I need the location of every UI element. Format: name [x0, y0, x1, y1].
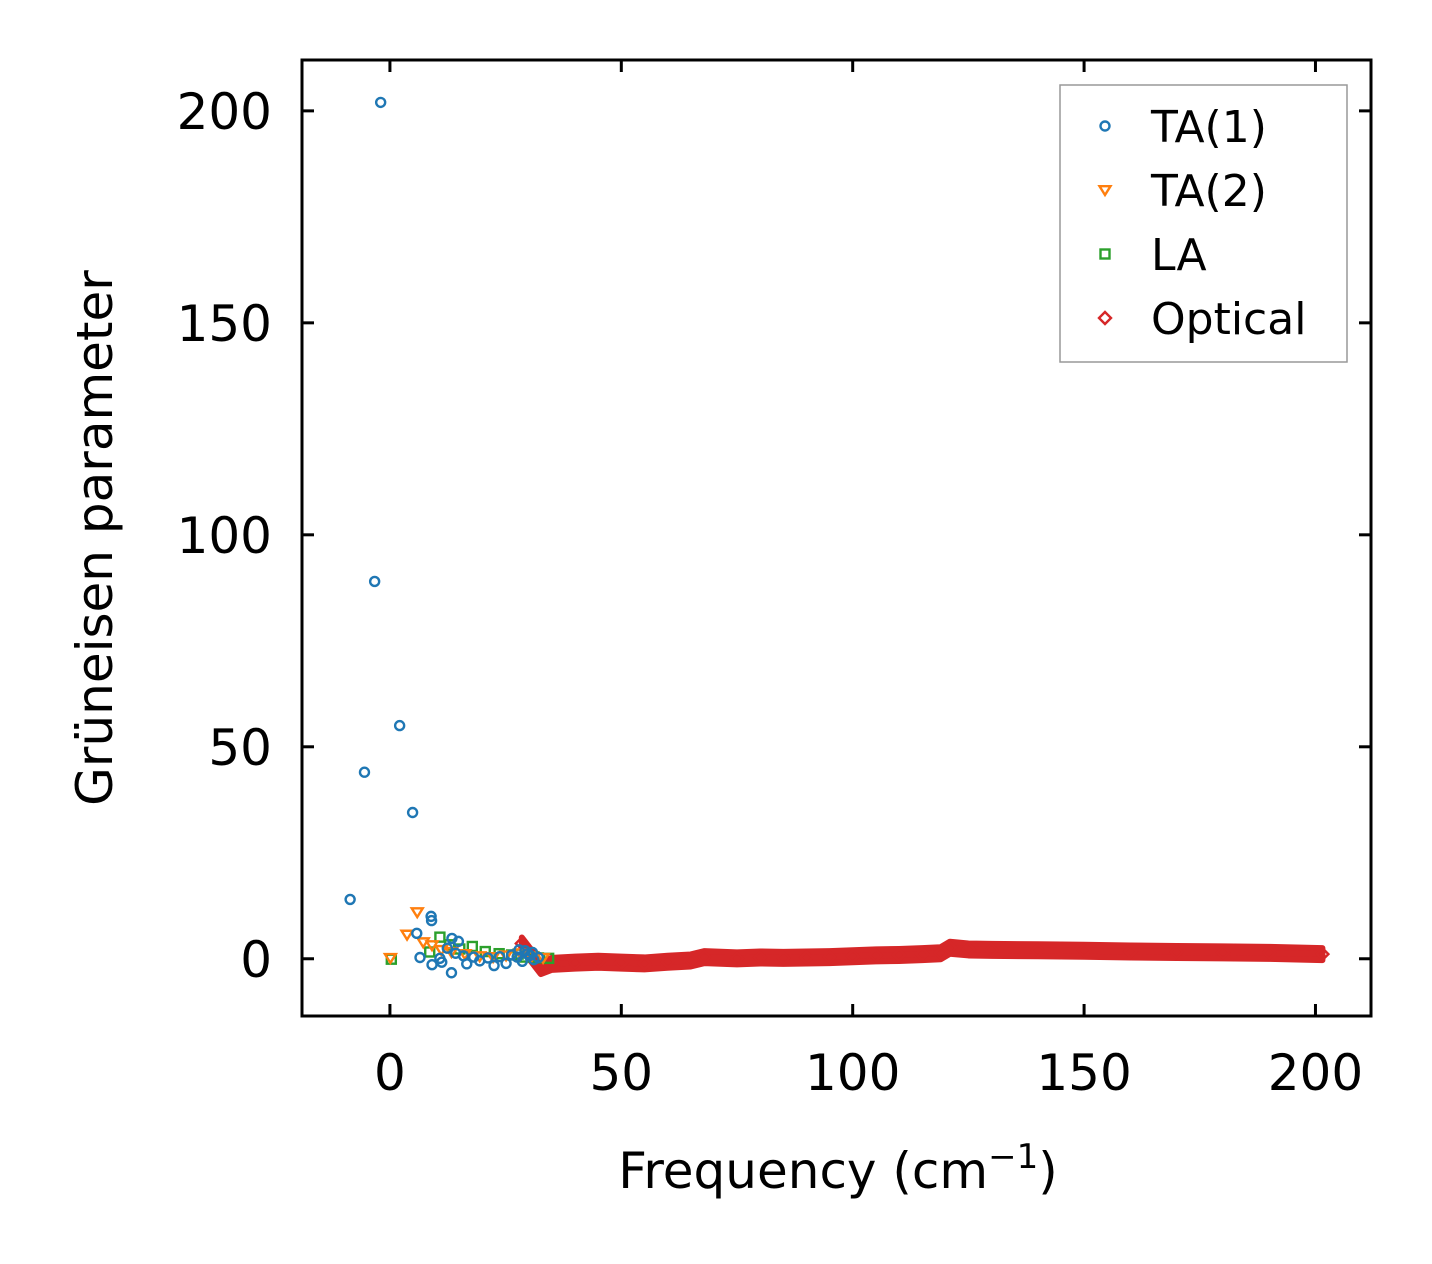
data-point — [960, 941, 977, 958]
data-point — [798, 949, 815, 966]
data-point — [445, 967, 458, 979]
data-point — [659, 954, 676, 970]
legend: TA(1) TA(2) LA Optical — [1059, 84, 1348, 363]
data-point — [1122, 943, 1139, 960]
data-point — [406, 806, 419, 819]
data-point — [532, 951, 545, 964]
y-tick-label: 200 — [177, 83, 272, 141]
data-point — [513, 944, 525, 956]
legend-label: TA(1) — [1150, 102, 1267, 153]
data-point — [414, 951, 426, 964]
y-tick-label: 150 — [177, 295, 272, 353]
data-point — [868, 947, 884, 964]
data-point — [434, 931, 446, 943]
data-point — [821, 949, 838, 965]
data-point — [636, 955, 653, 972]
data-point — [516, 955, 528, 968]
data-point — [567, 954, 583, 971]
data-point — [891, 947, 907, 963]
data-point — [358, 766, 371, 778]
data-point — [775, 950, 791, 966]
y-tick-label: 0 — [240, 931, 272, 989]
data-point — [452, 935, 465, 948]
data-point — [382, 952, 399, 966]
data-point — [415, 937, 431, 950]
data-point — [409, 907, 425, 920]
data-point — [535, 952, 551, 966]
plot-marks — [344, 96, 1331, 979]
data-point — [466, 940, 478, 953]
data-point — [983, 942, 1000, 958]
data-point — [590, 954, 606, 970]
data-point — [500, 957, 512, 970]
x-tick-label: 150 — [1036, 1044, 1131, 1102]
data-point — [844, 948, 861, 964]
data-point — [411, 927, 423, 940]
y-tick-label: 50 — [208, 719, 272, 777]
data-point — [696, 949, 713, 965]
data-point — [449, 947, 462, 959]
optical-band — [518, 934, 1326, 978]
data-point — [493, 950, 506, 963]
data-point — [505, 949, 518, 961]
x-tick-label: 50 — [589, 1044, 653, 1102]
plot-frame — [300, 58, 1373, 1018]
y-tick-label: 100 — [177, 507, 272, 565]
data-point — [932, 945, 949, 961]
data-point — [393, 719, 406, 732]
legend-label: Optical — [1151, 294, 1306, 345]
data-point — [436, 956, 448, 968]
data-point — [467, 951, 480, 963]
x-axis-label: Frequency (cm−1) — [618, 1137, 1058, 1200]
data-point — [1261, 945, 1277, 961]
series-ta-1- — [344, 96, 545, 979]
y-axis-label: Grüneisen parameter — [66, 270, 124, 806]
legend-label: TA(2) — [1150, 166, 1267, 217]
data-point — [1030, 942, 1046, 958]
data-point — [441, 942, 454, 954]
data-point — [1314, 946, 1331, 962]
data-point — [1076, 943, 1092, 959]
x-tick-label: 0 — [374, 1044, 406, 1102]
data-point — [344, 893, 356, 906]
data-point — [425, 914, 438, 927]
data-point — [613, 954, 630, 971]
data-point — [488, 959, 500, 972]
data-point — [425, 910, 437, 923]
data-point — [1215, 944, 1231, 961]
data-point — [942, 940, 958, 956]
x-axis-label-superscript: −1 — [988, 1137, 1038, 1177]
data-point — [914, 946, 930, 962]
x-tick-label: 200 — [1268, 1044, 1363, 1102]
series-optical — [514, 934, 1331, 978]
legend-label: LA — [1151, 230, 1207, 281]
data-point — [533, 960, 549, 976]
data-point — [752, 949, 768, 966]
axis-ticks: 0 50 100 150 200 0 50 100 150 200 — [177, 60, 1371, 1102]
data-point — [368, 575, 381, 588]
data-point — [374, 96, 387, 109]
x-tick-label: 100 — [805, 1044, 900, 1102]
data-point — [729, 950, 745, 967]
legend-marker-circle — [1099, 120, 1111, 132]
data-point — [399, 929, 415, 942]
data-point — [683, 952, 699, 969]
data-point — [482, 952, 494, 964]
legend-marker-triangle-down — [1097, 184, 1113, 198]
data-point — [426, 959, 438, 971]
data-point — [1168, 944, 1185, 960]
legend-marker-diamond — [1097, 310, 1113, 326]
legend-marker-square — [1099, 248, 1111, 260]
